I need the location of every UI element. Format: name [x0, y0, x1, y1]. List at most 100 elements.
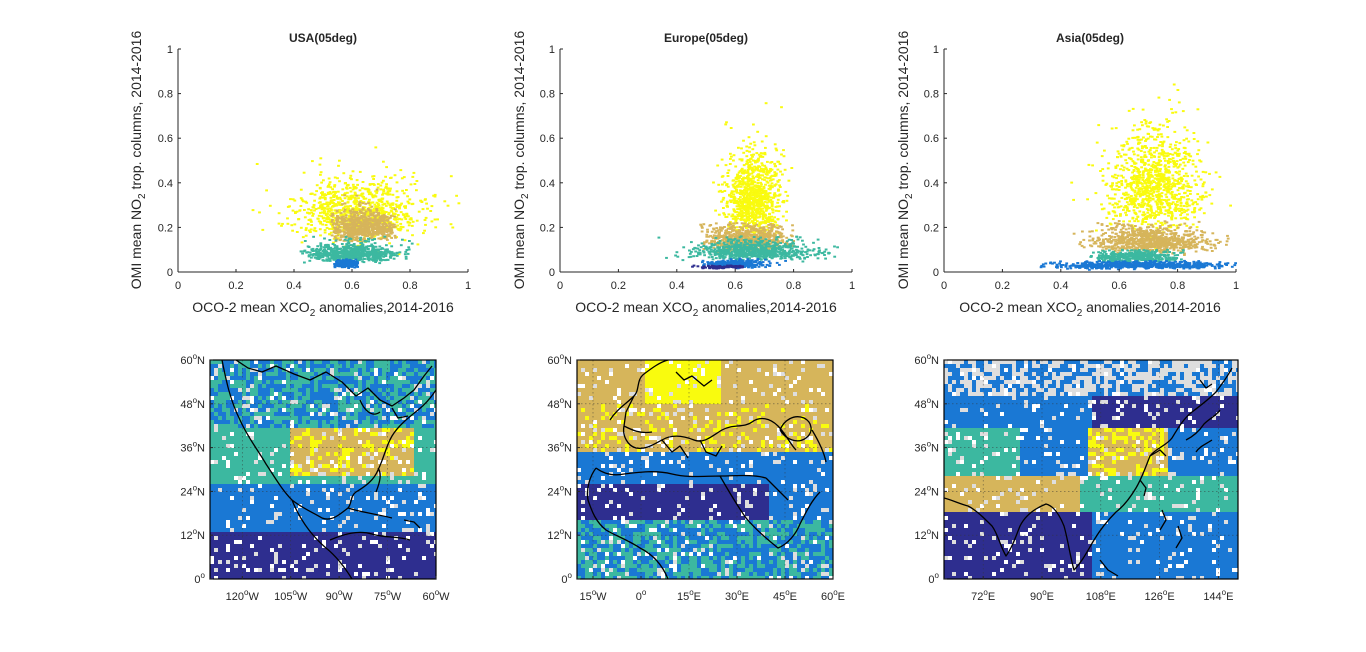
scatter-point-yellow: [368, 198, 371, 201]
scatter-point-yellow: [329, 199, 333, 202]
scatter-point-yellow: [403, 216, 407, 219]
scatter-point-yellow: [332, 196, 336, 198]
scatter-point-gold: [373, 228, 376, 230]
scatter-point-yellow: [374, 206, 378, 209]
scatter-point-yellow: [743, 193, 747, 196]
europe-scatter-title: Europe(05deg): [664, 31, 748, 45]
scatter-point-yellow: [785, 210, 788, 213]
scatter-point-gold: [792, 240, 795, 242]
scatter-point-yellow: [329, 208, 333, 211]
scatter-point-yellow: [399, 204, 402, 207]
scatter-point-yellow: [714, 209, 717, 212]
scatter-point-yellow: [345, 195, 349, 198]
scatter-point-yellow: [346, 183, 350, 186]
scatter-point-yellow: [765, 198, 769, 201]
scatter-point-yellow: [357, 194, 361, 197]
scatter-point-teal: [390, 245, 394, 248]
scatter-point-gold: [724, 231, 728, 234]
scatter-point-teal: [333, 244, 337, 247]
scatter-point-yellow: [726, 175, 730, 177]
scatter-point-blue: [752, 264, 756, 267]
scatter-point-yellow: [340, 215, 343, 217]
scatter-point-yellow: [717, 183, 721, 186]
scatter-point-teal: [369, 250, 372, 253]
scatter-point-yellow: [358, 189, 362, 192]
scatter-point-yellow: [729, 152, 732, 155]
scatter-point-teal: [366, 253, 370, 256]
scatter-point-gold: [383, 226, 387, 229]
scatter-point-teal: [717, 249, 721, 252]
scatter-point-teal: [794, 251, 798, 254]
scatter-point-gold: [374, 224, 378, 227]
scatter-point-teal: [328, 247, 331, 249]
scatter-point-yellow: [388, 242, 391, 245]
scatter-point-gold: [393, 234, 397, 237]
scatter-point-yellow: [777, 194, 780, 197]
scatter-point-yellow: [360, 187, 364, 190]
scatter-point-teal: [760, 244, 764, 247]
scatter-point-yellow: [740, 169, 743, 172]
scatter-point-yellow: [728, 193, 731, 196]
scatter-point-gold: [747, 233, 751, 236]
scatter-point-yellow: [387, 211, 391, 214]
scatter-point-yellow: [319, 205, 322, 208]
scatter-point-gold: [363, 212, 367, 215]
scatter-point-yellow: [395, 199, 399, 202]
scatter-point-teal: [721, 251, 725, 254]
scatter-point-gold: [351, 228, 354, 231]
scatter-point-gold: [353, 216, 356, 219]
scatter-point-yellow: [406, 200, 410, 203]
scatter-point-yellow: [751, 180, 755, 183]
scatter-point-yellow: [756, 191, 760, 194]
scatter-point-yellow: [299, 226, 303, 229]
scatter-point-gold: [367, 202, 370, 205]
scatter-point-yellow: [290, 224, 294, 227]
scatter-point-yellow: [405, 215, 409, 218]
scatter-point-teal: [345, 253, 349, 256]
scatter-point-teal: [374, 248, 377, 251]
scatter-point-yellow: [778, 186, 782, 188]
scatter-point-yellow: [261, 228, 265, 231]
scatter-point-teal: [371, 238, 374, 241]
scatter-point-yellow: [732, 208, 736, 211]
scatter-point-gold: [778, 225, 782, 228]
scatter-point-teal: [759, 246, 763, 249]
scatter-point-teal: [354, 255, 358, 258]
scatter-point-yellow: [745, 204, 748, 207]
scatter-point-teal: [315, 257, 319, 260]
scatter-point-teal: [798, 256, 801, 259]
scatter-point-gold: [739, 237, 743, 240]
scatter-point-gold: [714, 242, 717, 245]
scatter-point-gold: [386, 219, 390, 222]
scatter-point-yellow: [375, 191, 379, 194]
scatter-point-yellow: [756, 207, 759, 210]
scatter-point-yellow: [353, 207, 357, 210]
scatter-point-yellow: [746, 203, 750, 206]
scatter-point-yellow: [307, 212, 311, 215]
scatter-point-teal: [346, 242, 350, 245]
scatter-point-yellow: [742, 164, 746, 167]
scatter-point-teal: [338, 254, 341, 257]
scatter-point-teal: [392, 254, 395, 257]
scatter-point-yellow: [753, 201, 757, 204]
scatter-point-yellow: [377, 204, 381, 207]
scatter-point-yellow: [759, 208, 763, 211]
scatter-point-gold: [712, 246, 716, 249]
scatter-point-teal: [362, 247, 366, 250]
scatter-point-yellow: [742, 205, 746, 208]
scatter-point-yellow: [408, 198, 412, 201]
scatter-point-teal: [735, 247, 739, 250]
scatter-point-yellow: [738, 158, 742, 161]
scatter-point-blue: [339, 263, 343, 266]
scatter-point-yellow: [763, 189, 766, 192]
scatter-point-teal: [319, 251, 322, 254]
scatter-point-yellow: [258, 211, 261, 214]
scatter-point-yellow: [392, 212, 395, 215]
scatter-point-yellow: [348, 177, 352, 180]
scatter-point-yellow: [778, 162, 782, 165]
scatter-point-teal: [823, 250, 827, 253]
scatter-point-teal: [356, 258, 359, 261]
scatter-point-gold: [729, 223, 732, 226]
scatter-point-yellow: [731, 217, 735, 220]
